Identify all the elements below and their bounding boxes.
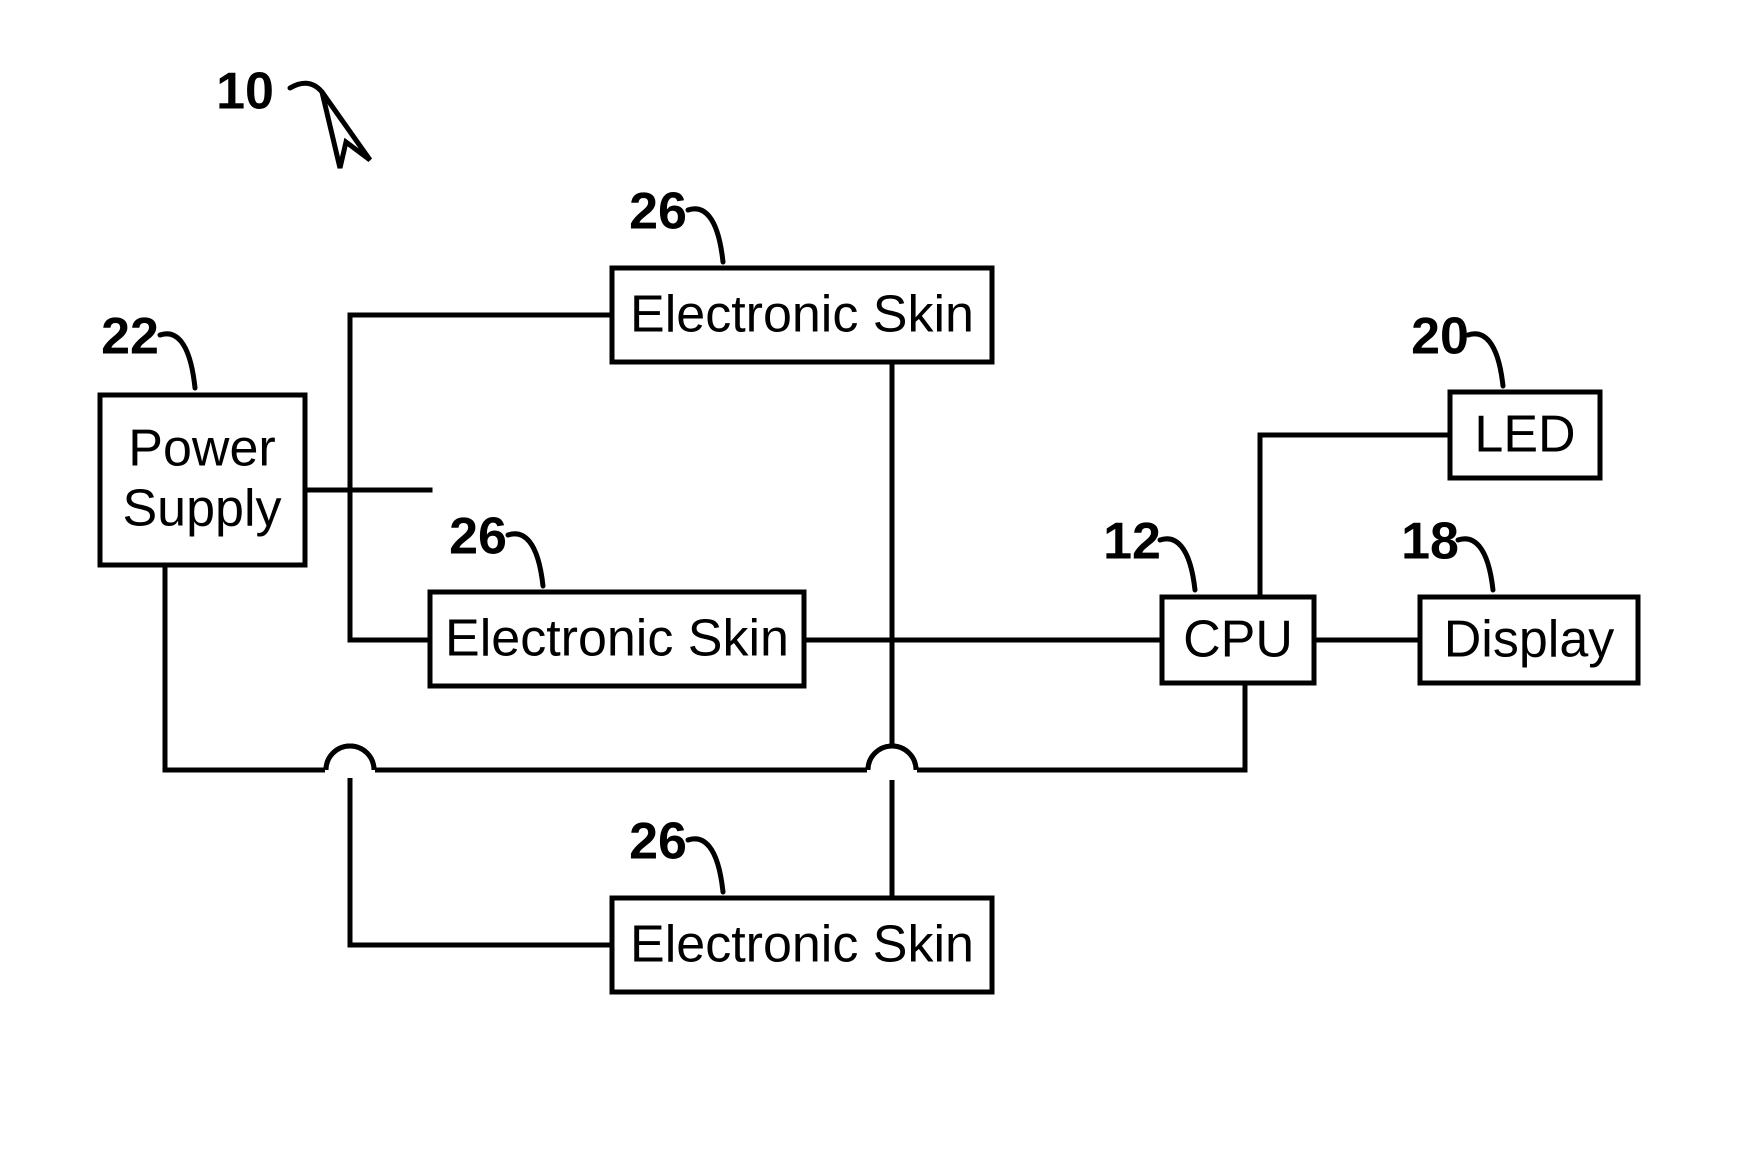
ref-12-leader (1160, 539, 1195, 590)
ref-10-arrow (322, 92, 370, 168)
ref-10-leader (290, 83, 322, 92)
ref-26-top-text: 26 (629, 183, 687, 241)
display-label: Display (1444, 611, 1615, 669)
ref-10: 10 (216, 63, 370, 168)
node-power-supply: Power Supply (100, 395, 305, 565)
ref-20: 20 (1411, 308, 1503, 386)
led-label: LED (1474, 406, 1575, 464)
ref-12-text: 12 (1103, 513, 1161, 571)
ref-26-top: 26 (629, 183, 723, 262)
ref-22-text: 22 (101, 308, 159, 366)
ref-26-mid-text: 26 (449, 508, 507, 566)
wire-bus-to-eskin3 (350, 770, 612, 945)
ref-18-text: 18 (1401, 513, 1459, 571)
node-display: Display (1420, 597, 1638, 683)
wire-hop-left-arc (326, 746, 374, 770)
ref-26-mid-leader (508, 534, 543, 586)
block-diagram: Power Supply Electronic Skin Electronic … (0, 0, 1762, 1169)
ref-20-text: 20 (1411, 308, 1469, 366)
node-eskin-mid: Electronic Skin (430, 592, 804, 686)
wire-bus-to-eskin1 (350, 315, 612, 490)
ref-26-bottom: 26 (629, 813, 723, 892)
cpu-label: CPU (1183, 611, 1293, 669)
ref-26-mid: 26 (449, 508, 543, 586)
node-cpu: CPU (1162, 597, 1314, 683)
ref-26-bottom-leader (688, 839, 723, 892)
ref-12: 12 (1103, 513, 1195, 590)
node-eskin-top: Electronic Skin (612, 268, 992, 362)
eskin2-label: Electronic Skin (445, 610, 789, 668)
ref-20-leader (1468, 334, 1503, 386)
eskin3-label: Electronic Skin (630, 916, 974, 974)
wire-bus-to-eskin2 (350, 490, 430, 640)
ref-26-top-leader (688, 209, 723, 262)
node-led: LED (1450, 392, 1600, 478)
power-label-line2: Supply (123, 480, 282, 538)
ref-22: 22 (101, 308, 195, 388)
ref-18-leader (1458, 539, 1493, 590)
ref-26-bottom-text: 26 (629, 813, 687, 871)
eskin1-label: Electronic Skin (630, 286, 974, 344)
node-eskin-bottom: Electronic Skin (612, 898, 992, 992)
ref-22-leader (160, 334, 195, 388)
ref-18: 18 (1401, 513, 1493, 590)
ref-10-text: 10 (216, 63, 274, 121)
wire-hop-right-arc (868, 746, 916, 770)
power-label-line1: Power (128, 420, 275, 478)
